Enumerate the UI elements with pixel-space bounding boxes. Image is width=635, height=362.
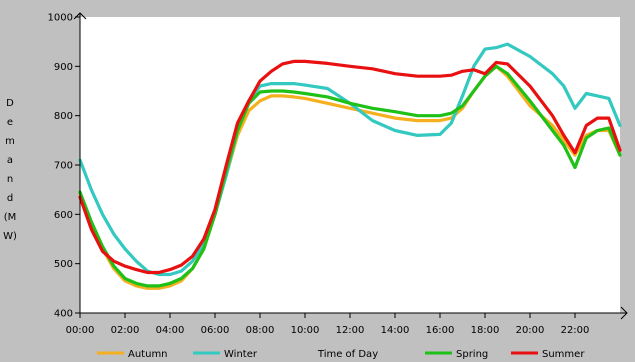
x-tick-label: 16:00 [426, 325, 455, 336]
x-tick-label: 18:00 [471, 325, 500, 336]
x-tick-label: 08:00 [246, 325, 275, 336]
y-tick-label: 500 [54, 259, 73, 270]
y-tick-label: 900 [54, 62, 73, 73]
y-axis-title-char: n [7, 174, 13, 185]
y-tick-label: 1000 [48, 13, 73, 24]
legend-label-spring: Spring [456, 349, 488, 360]
x-axis-title: Time of Day [317, 349, 378, 360]
x-tick-label: 14:00 [381, 325, 410, 336]
y-tick-label: 700 [54, 161, 73, 172]
legend-label-winter: Winter [224, 349, 258, 360]
y-axis-ticks: 400 500 600 700 800 900 1000 [48, 13, 80, 320]
y-axis-title-char: e [7, 117, 13, 128]
y-axis-title-char: m [5, 136, 15, 147]
x-tick-label: 20:00 [516, 325, 545, 336]
y-tick-label: 400 [54, 309, 73, 320]
y-axis-title-char: W) [3, 231, 17, 242]
x-tick-label: 12:00 [336, 325, 365, 336]
y-axis-title-char: D [6, 98, 14, 109]
legend: Autumn Winter Spring Summer Time of Day [97, 349, 585, 360]
x-tick-label: 00:00 [66, 325, 95, 336]
y-axis-title-char: a [7, 155, 13, 166]
legend-label-autumn: Autumn [128, 349, 168, 360]
series-line-spring [78, 64, 622, 288]
x-tick-label: 04:00 [156, 325, 185, 336]
series-line-summer [78, 59, 622, 275]
series-lines [78, 42, 622, 290]
y-axis-title-char: d [7, 193, 13, 204]
x-axis-ticks: 00:00 02:00 04:00 06:00 08:00 10:00 12:00 14:00… [66, 313, 590, 336]
y-tick-label: 800 [54, 111, 73, 122]
x-tick-label: 10:00 [291, 325, 320, 336]
legend-label-summer: Summer [542, 349, 585, 360]
x-tick-label: 02:00 [111, 325, 140, 336]
x-tick-label: 06:00 [201, 325, 230, 336]
x-tick-label: 22:00 [561, 325, 590, 336]
x-axis-arrow [620, 306, 628, 320]
y-tick-label: 600 [54, 210, 73, 221]
y-axis-title-char: (M [4, 212, 17, 223]
